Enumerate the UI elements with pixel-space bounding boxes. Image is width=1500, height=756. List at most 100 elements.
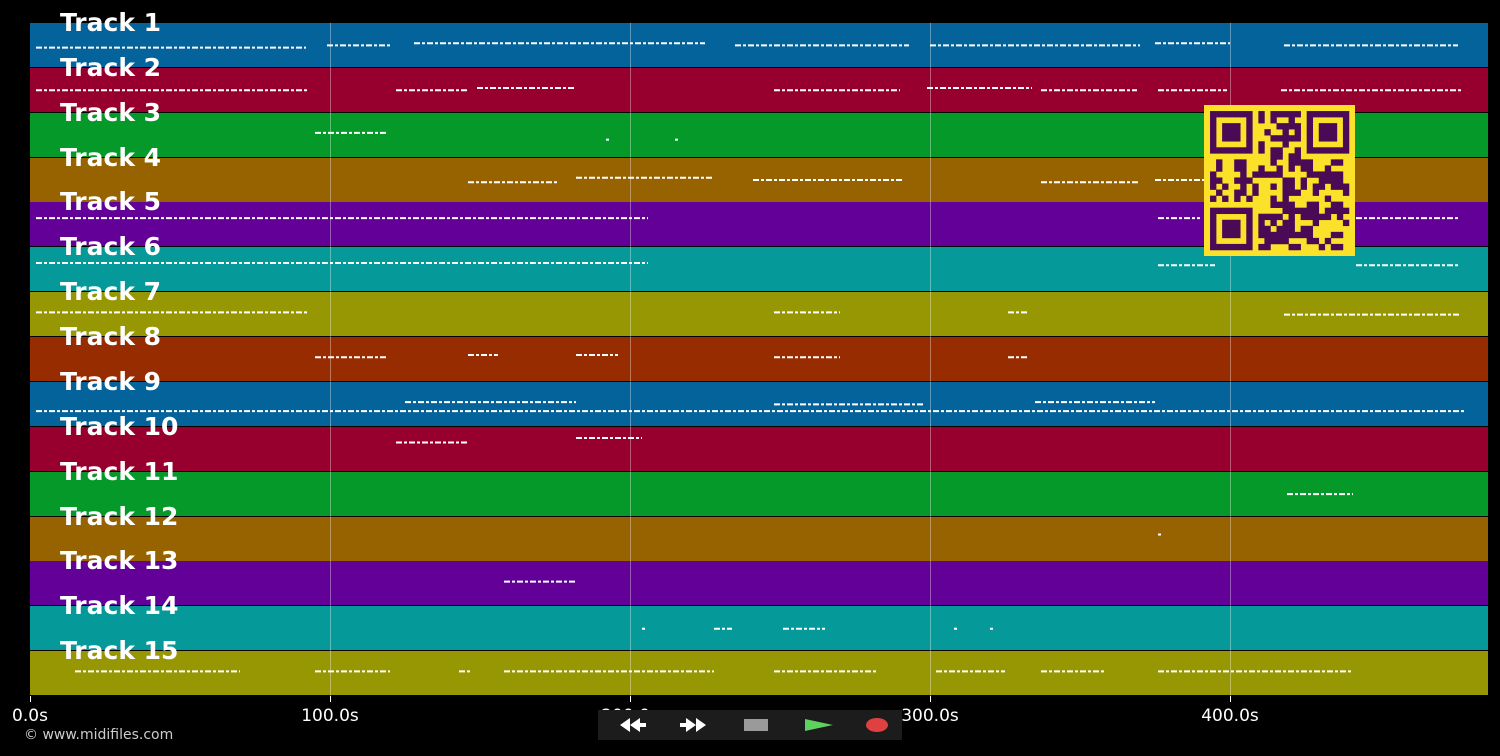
qr-module	[1288, 117, 1295, 124]
qr-module	[1228, 231, 1235, 239]
qr-module	[1330, 147, 1338, 154]
qr-module	[1246, 219, 1253, 227]
qr-module	[1294, 189, 1301, 196]
qr-module	[1270, 159, 1277, 166]
qr-module	[1312, 183, 1320, 190]
qr-module	[1246, 213, 1253, 221]
qr-module	[1288, 219, 1295, 227]
qr-module	[1288, 183, 1295, 190]
qr-module	[1312, 219, 1320, 227]
qr-module	[1342, 147, 1350, 154]
track-lane: Track 1	[30, 9, 1488, 68]
qr-module	[1306, 171, 1314, 178]
qr-module	[1210, 129, 1217, 136]
qr-module	[1264, 171, 1271, 178]
qr-module	[1300, 165, 1307, 172]
qr-module	[1306, 231, 1314, 239]
track-label: Track 11	[60, 456, 179, 486]
qr-code-pattern	[1210, 111, 1350, 251]
qr-module	[1342, 135, 1350, 142]
qr-module	[1282, 219, 1289, 227]
fast-forward-button[interactable]	[668, 712, 720, 738]
gridline	[1230, 23, 1231, 696]
qr-module	[1246, 237, 1253, 245]
track-lane: Track 7	[30, 278, 1488, 338]
track-label: Track 4	[60, 142, 162, 172]
qr-module	[1270, 195, 1277, 202]
qr-module	[1270, 147, 1277, 154]
qr-module	[1234, 189, 1241, 196]
gridline	[330, 23, 331, 696]
qr-module	[1336, 213, 1344, 221]
qr-module	[1306, 225, 1314, 233]
qr-module	[1222, 147, 1229, 154]
qr-module	[1270, 111, 1277, 118]
qr-module	[1228, 225, 1235, 233]
qr-module	[1246, 195, 1253, 202]
qr-module	[1294, 147, 1301, 154]
qr-module	[1234, 165, 1241, 172]
qr-module	[1234, 159, 1241, 166]
qr-module	[1294, 135, 1301, 142]
track-label: Track 8	[60, 322, 162, 352]
qr-module	[1210, 213, 1217, 221]
qr-module	[1222, 243, 1229, 251]
qr-module	[1282, 123, 1289, 130]
qr-module	[1276, 201, 1283, 208]
qr-module	[1258, 219, 1265, 227]
record-button[interactable]	[851, 712, 903, 738]
rewind-button[interactable]	[606, 712, 658, 738]
qr-module	[1240, 165, 1247, 172]
qr-module	[1222, 195, 1229, 202]
play-button[interactable]	[791, 712, 843, 738]
gridline	[930, 23, 931, 696]
qr-module	[1330, 171, 1338, 178]
qr-module	[1324, 213, 1332, 221]
qr-module	[1282, 141, 1289, 148]
qr-module	[1276, 213, 1283, 221]
qr-module	[1216, 207, 1223, 215]
qr-module	[1210, 237, 1217, 245]
qr-module	[1234, 147, 1241, 154]
qr-module	[1282, 207, 1289, 215]
qr-module	[1288, 165, 1295, 172]
qr-module	[1324, 165, 1332, 172]
track-label: Track 6	[60, 232, 162, 262]
qr-module	[1258, 111, 1265, 118]
qr-module	[1330, 231, 1338, 239]
qr-module	[1222, 111, 1229, 118]
qr-module	[1234, 123, 1241, 130]
qr-module	[1342, 123, 1350, 130]
qr-module	[1336, 177, 1344, 184]
qr-module	[1246, 141, 1253, 148]
qr-module	[1246, 123, 1253, 130]
qr-module	[1234, 111, 1241, 118]
qr-module	[1246, 231, 1253, 239]
qr-module	[1324, 237, 1332, 245]
tick-mark	[330, 696, 331, 702]
qr-module	[1228, 243, 1235, 251]
qr-module	[1210, 207, 1217, 215]
qr-module	[1288, 207, 1295, 215]
qr-module	[1270, 213, 1277, 221]
qr-module	[1270, 183, 1277, 190]
qr-module	[1228, 123, 1235, 130]
track-lane: Track 10	[30, 412, 1488, 472]
qr-module	[1210, 117, 1217, 124]
record-icon	[866, 718, 888, 732]
qr-module	[1210, 219, 1217, 227]
qr-module	[1246, 117, 1253, 124]
qr-module	[1342, 141, 1350, 148]
qr-module	[1210, 111, 1217, 118]
gridline	[630, 23, 631, 696]
qr-module	[1210, 231, 1217, 239]
stop-button[interactable]	[730, 712, 782, 738]
qr-module	[1258, 147, 1265, 154]
qr-module	[1282, 177, 1289, 184]
qr-module	[1216, 177, 1223, 184]
tick-mark	[1230, 696, 1231, 702]
qr-module	[1234, 177, 1241, 184]
qr-module	[1282, 189, 1289, 196]
qr-module	[1270, 117, 1277, 124]
qr-module	[1336, 111, 1344, 118]
